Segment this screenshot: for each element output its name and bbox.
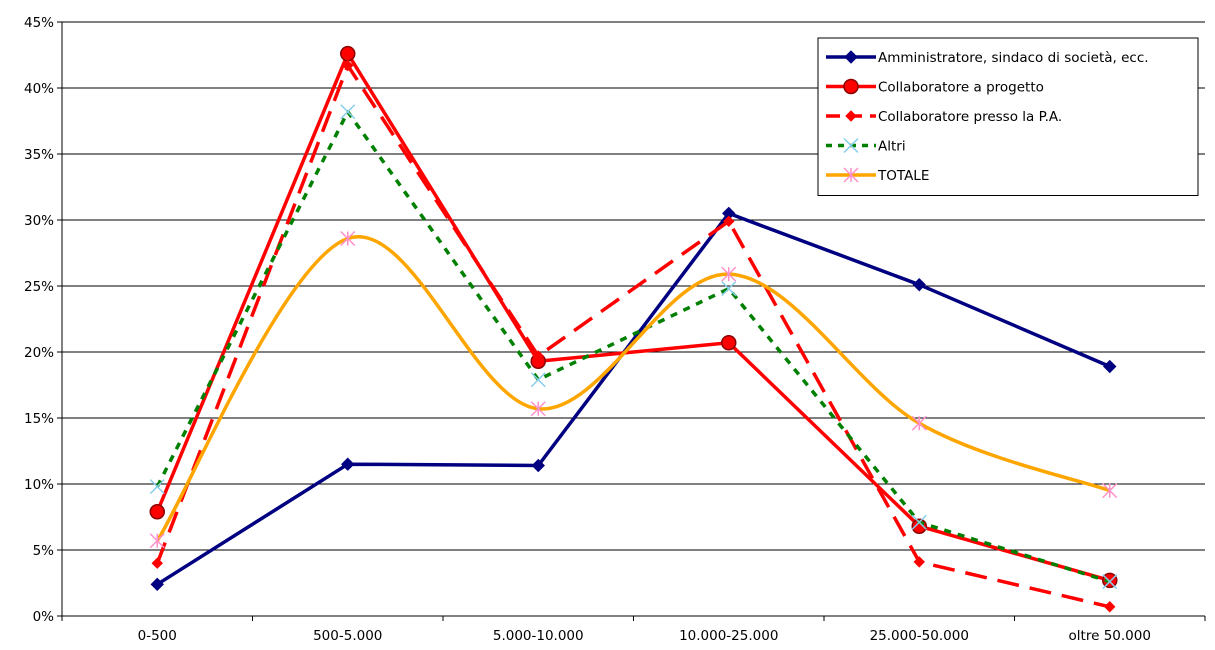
y-tick-label: 5% <box>33 543 55 559</box>
data-point-marker <box>340 45 356 62</box>
legend-label: Amministratore, sindaco di società, ecc. <box>878 50 1149 66</box>
y-tick-label: 35% <box>24 147 54 163</box>
data-point-marker <box>532 350 544 362</box>
legend: Amministratore, sindaco di società, ecc.… <box>817 37 1199 196</box>
data-point-marker <box>845 110 857 122</box>
data-point-marker <box>1102 483 1118 499</box>
legend-entry: TOTALE <box>826 167 929 184</box>
data-point-marker <box>721 335 737 351</box>
series-0 <box>150 206 1117 592</box>
data-point-marker <box>149 533 165 549</box>
data-point-marker <box>1103 359 1117 374</box>
legend-label: Collaboratore presso la P.A. <box>878 109 1062 125</box>
data-point-marker <box>340 230 356 247</box>
data-point-marker <box>721 266 737 282</box>
legend-entry: Collaboratore presso la P.A. <box>826 109 1062 125</box>
series-3 <box>149 104 1118 590</box>
data-point-marker <box>911 514 927 530</box>
series-line <box>155 110 1111 584</box>
series-line <box>155 51 1111 583</box>
legend-label: Collaboratore a progetto <box>878 80 1044 96</box>
data-point-marker <box>843 167 859 183</box>
data-point-marker <box>843 78 859 95</box>
data-point-marker <box>912 277 926 292</box>
data-point-marker <box>341 457 355 471</box>
legend-box <box>817 37 1199 196</box>
series-layer <box>149 45 1118 613</box>
data-point-marker <box>1102 574 1118 590</box>
data-point-marker <box>149 479 165 495</box>
data-point-marker <box>530 401 546 417</box>
data-point-marker <box>151 557 163 569</box>
legend-label: TOTALE <box>877 168 929 184</box>
y-tick-label: 25% <box>24 279 54 295</box>
data-point-marker <box>913 556 925 568</box>
x-tick-label: oltre 50.000 <box>1069 628 1151 644</box>
data-point-marker <box>723 215 735 228</box>
y-tick-label: 40% <box>24 81 54 97</box>
legend-entry: Altri <box>826 137 906 155</box>
y-tick-label: 10% <box>24 477 54 493</box>
data-point-marker <box>340 104 356 120</box>
data-point-marker <box>531 458 545 473</box>
data-point-marker <box>911 415 927 431</box>
x-tick-label: 500-5.000 <box>313 628 382 644</box>
data-point-marker <box>149 503 165 520</box>
legend-entry: Amministratore, sindaco di società, ecc. <box>826 50 1149 66</box>
data-point-marker <box>342 59 354 72</box>
series-4 <box>149 230 1118 549</box>
x-tick-label: 5.000-10.000 <box>493 628 584 644</box>
data-point-marker <box>844 50 858 64</box>
series-2 <box>151 59 1116 613</box>
data-point-marker <box>721 281 737 297</box>
legend-entry: Collaboratore a progetto <box>826 78 1044 96</box>
y-tick-label: 20% <box>24 345 54 361</box>
y-tick-label: 30% <box>24 213 54 229</box>
x-tick-label: 25.000-50.000 <box>870 628 969 644</box>
data-point-marker <box>843 137 859 154</box>
axes: 0% 5% 10% 15% 20% 25% 30% 35% 40% 45% 0-500 500-5.0… <box>24 15 1206 644</box>
legend-label: Altri <box>878 139 906 155</box>
y-tick-label: 0% <box>33 609 55 625</box>
x-tick-label: 10.000-25.000 <box>679 628 778 644</box>
x-tick-label: 0-500 <box>138 628 177 644</box>
y-tick-label: 15% <box>24 411 54 427</box>
data-point-marker <box>150 577 164 592</box>
y-tick-label: 45% <box>24 15 54 31</box>
series-line <box>155 63 1111 609</box>
data-point-marker <box>530 372 546 388</box>
data-point-marker <box>1104 601 1116 613</box>
series-line <box>156 211 1111 586</box>
